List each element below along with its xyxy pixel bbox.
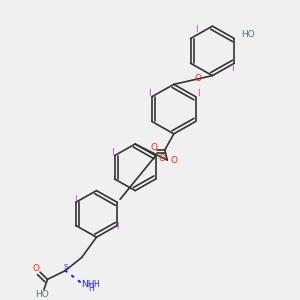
- Text: HO: HO: [35, 290, 49, 299]
- Text: I: I: [148, 88, 151, 98]
- Text: I: I: [117, 223, 119, 232]
- Text: O: O: [159, 154, 166, 163]
- Text: I: I: [74, 195, 76, 204]
- Text: NH: NH: [81, 280, 94, 289]
- Text: O: O: [33, 264, 40, 273]
- Text: H: H: [93, 280, 99, 289]
- Text: I: I: [231, 64, 234, 73]
- Text: HO: HO: [241, 30, 254, 39]
- Text: H: H: [88, 284, 94, 293]
- Text: O: O: [195, 74, 202, 83]
- Text: O: O: [170, 155, 177, 164]
- Text: I: I: [112, 148, 114, 157]
- Text: O: O: [150, 143, 157, 152]
- Text: S: S: [64, 264, 68, 270]
- Text: I: I: [195, 26, 197, 34]
- Text: I: I: [197, 88, 200, 98]
